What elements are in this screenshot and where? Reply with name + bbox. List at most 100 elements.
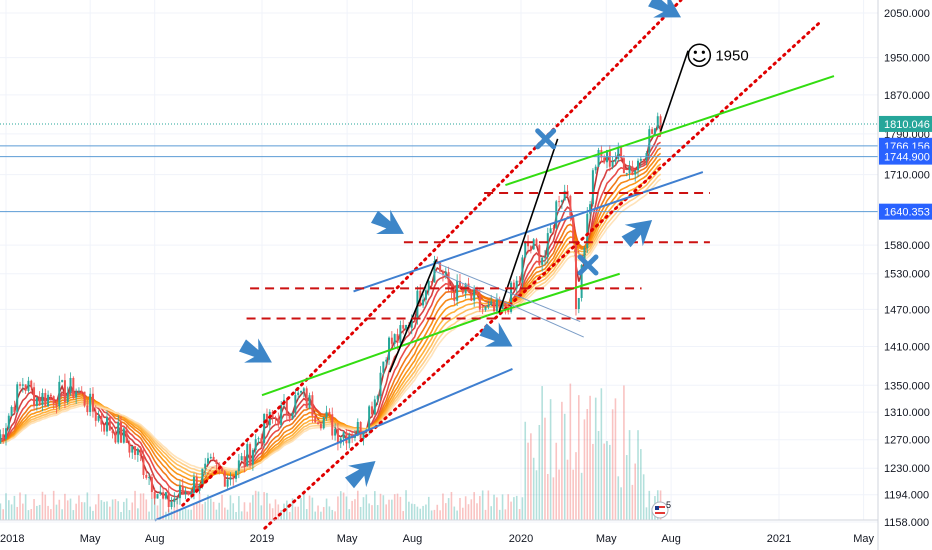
candle-body xyxy=(493,301,496,312)
time-tick-label: 2019 xyxy=(250,533,274,545)
candle-body xyxy=(297,392,300,396)
candle-body xyxy=(376,395,379,400)
price-tick-label: 1310.000 xyxy=(884,407,930,419)
candle-body xyxy=(311,395,314,416)
volume-bar xyxy=(393,494,396,520)
volume-bar xyxy=(254,490,257,520)
flag-icon[interactable] xyxy=(651,501,669,519)
trend-line-red-dotted xyxy=(263,20,823,530)
candle-body xyxy=(487,304,490,308)
volume-bar xyxy=(498,509,501,520)
candle-body xyxy=(24,384,27,391)
candle-body xyxy=(538,245,541,265)
volume-bar xyxy=(628,430,631,520)
candle-body xyxy=(167,492,170,508)
volume-bar xyxy=(425,504,427,520)
time-tick-label: 2021 xyxy=(767,533,791,545)
candle-body xyxy=(246,444,249,466)
volume-bar xyxy=(246,511,249,520)
candle-body xyxy=(458,280,461,289)
volume-bar xyxy=(368,503,370,520)
volume-bar xyxy=(78,495,80,520)
volume-bars xyxy=(0,383,662,520)
candle-body xyxy=(148,477,151,478)
volume-bar xyxy=(566,459,569,520)
candle-body xyxy=(555,201,558,229)
volume-bar xyxy=(240,511,243,520)
volume-bar xyxy=(583,419,586,520)
volume-bar xyxy=(351,500,353,520)
volume-bar xyxy=(41,491,44,520)
trend-line-blue-thin xyxy=(434,261,581,323)
volume-bar xyxy=(453,506,456,520)
volume-bar xyxy=(277,504,280,520)
price-axis[interactable]: 2050.0001950.0001870.0001790.0001710.000… xyxy=(884,8,930,529)
price-tick-label: 1950.000 xyxy=(884,53,930,65)
volume-bar xyxy=(198,492,201,520)
price-tick-label: 1158.000 xyxy=(884,517,929,529)
volume-bar xyxy=(137,508,139,520)
candle-body xyxy=(164,492,167,499)
volume-bar xyxy=(450,491,453,520)
candle-body xyxy=(589,204,592,214)
candle-body xyxy=(524,241,527,258)
volume-bar xyxy=(640,449,642,520)
candle-body xyxy=(653,128,656,134)
candle-body xyxy=(424,290,427,300)
candle-body xyxy=(232,477,235,479)
volume-bar xyxy=(623,385,625,520)
candle-body xyxy=(44,392,47,407)
candle-body xyxy=(444,272,447,275)
candle-body xyxy=(336,428,339,444)
volume-bar xyxy=(218,502,221,520)
trend-drawings[interactable] xyxy=(154,0,835,530)
volume-bar xyxy=(148,511,150,520)
volume-bar xyxy=(100,500,103,520)
candle-body xyxy=(134,446,137,455)
time-axis[interactable]: 2018 May Aug 2019 May Aug 2020 May Aug 2021 May xyxy=(0,533,874,545)
volume-bar xyxy=(94,504,97,520)
volume-bar xyxy=(210,498,212,520)
candle-body xyxy=(192,476,195,493)
trend-line-black xyxy=(388,258,438,373)
candle-body xyxy=(280,404,283,426)
candle-body xyxy=(173,498,176,503)
volume-bar xyxy=(388,499,390,520)
volume-bar xyxy=(365,494,368,520)
candle-body xyxy=(271,411,274,418)
candle-body xyxy=(260,438,263,443)
candle-body xyxy=(405,324,408,329)
candle-body xyxy=(97,415,100,421)
volume-bar xyxy=(651,508,653,520)
candle-body xyxy=(125,428,128,443)
volume-bar xyxy=(271,508,274,520)
time-tick-label: May xyxy=(596,533,617,545)
candle-body xyxy=(150,477,153,493)
candle-body xyxy=(637,160,640,171)
candle-body xyxy=(108,417,111,431)
trend-line-black xyxy=(498,138,559,313)
volume-bar xyxy=(467,504,470,520)
volume-bar xyxy=(33,499,35,520)
volume-bar xyxy=(156,505,159,520)
volume-bar xyxy=(103,501,105,520)
volume-bar xyxy=(97,494,100,520)
candle-body xyxy=(2,434,5,439)
volume-bar xyxy=(125,498,128,520)
volume-bar xyxy=(190,509,192,520)
trend-line-red-dotted xyxy=(181,0,683,507)
volume-bar xyxy=(359,506,362,520)
candle-body xyxy=(628,166,631,174)
volume-bar xyxy=(532,457,535,520)
time-tick-label: Aug xyxy=(403,533,423,545)
candle-body xyxy=(620,147,623,159)
candle-body xyxy=(176,498,179,499)
volume-bar xyxy=(538,424,541,520)
candle-body xyxy=(86,405,89,413)
volume-bar xyxy=(493,494,495,520)
trend-line-blue-thin xyxy=(434,270,584,338)
candle-body xyxy=(49,394,52,397)
volume-bar xyxy=(544,417,546,520)
volume-bar xyxy=(645,507,648,520)
